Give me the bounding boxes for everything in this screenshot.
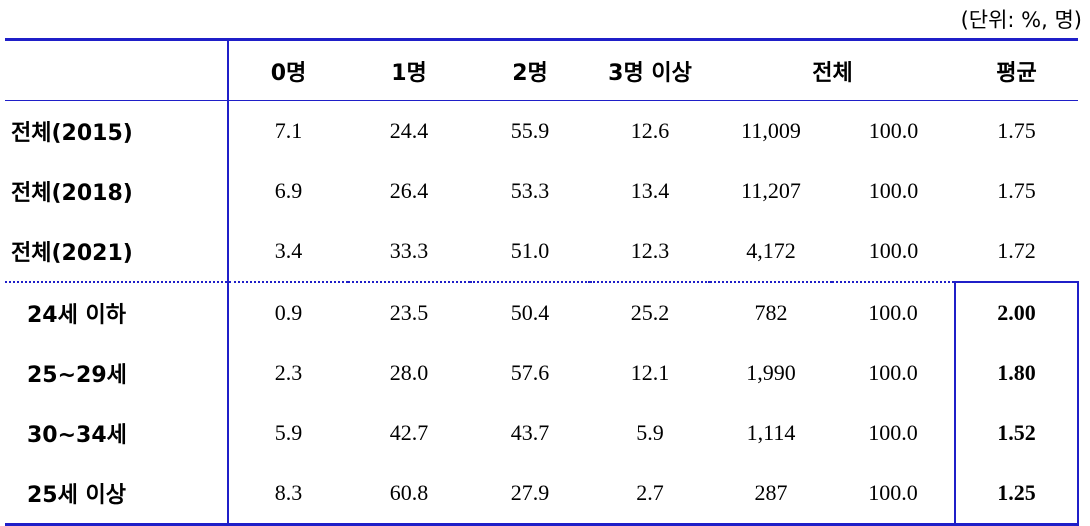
cell: 25.2 xyxy=(630,300,670,325)
cell: 27.9 xyxy=(470,463,590,526)
table-row: 전체(2021) 3.4 33.3 51.0 12.3 4,172 100.0 1.72 xyxy=(5,221,1079,283)
cell: 1.72 xyxy=(955,221,1079,283)
cell: 100.0 xyxy=(868,300,918,325)
table-body: 전체(2015) 7.1 24.4 55.9 12.6 11,009 100.0 1.75 전체… xyxy=(5,100,1080,526)
cell: 51.0 xyxy=(470,221,590,283)
cell: 2.7 xyxy=(590,463,710,526)
table-row: 30~34세 5.9 42.7 43.7 5.9 1,114 100.0 1.52 xyxy=(5,403,1080,463)
highlight-cell: 2.00 xyxy=(954,281,1080,343)
cell: 28.0 xyxy=(389,360,429,385)
cell: 782 xyxy=(754,300,788,325)
cell: 100.0 xyxy=(868,420,918,445)
cell: 13.4 xyxy=(630,178,670,203)
cell: 100.0 xyxy=(832,221,956,283)
cell: 43.7 xyxy=(510,420,550,445)
cell: 12.3 xyxy=(590,221,710,283)
unit-note: (단위: %, 명) xyxy=(960,8,1082,32)
table: 0명 1명 2명 3명 이상 전체 평균 전체(2015) 7.1 24.4 55.9 12.6 1… xyxy=(5,38,1080,526)
cell: 33.3 xyxy=(348,221,470,283)
row-label: 25세 이상 xyxy=(5,463,229,526)
header-cell xyxy=(5,38,229,101)
row-label: 30~34세 xyxy=(5,403,229,463)
highlight-cell: 1.80 xyxy=(954,343,1080,403)
cell: 100.0 xyxy=(868,118,919,143)
cell: 26.4 xyxy=(389,178,429,203)
row-label: 전체(2021) xyxy=(5,221,229,283)
row-label: 전체(2018) xyxy=(5,161,229,221)
cell: 50.4 xyxy=(510,300,550,325)
cell: 3.4 xyxy=(228,221,348,283)
cell: 23.5 xyxy=(389,300,429,325)
header-cell: 3명 이상 xyxy=(590,38,710,101)
row-label: 전체(2015) xyxy=(5,100,229,161)
cell: 5.9 xyxy=(636,420,664,445)
cell: 100.0 xyxy=(868,178,919,203)
header-cell: 1명 xyxy=(348,38,470,101)
cell: 7.1 xyxy=(274,118,303,143)
cell: 42.7 xyxy=(389,420,429,445)
header-cell: 0명 xyxy=(228,38,348,101)
header-cell: 2명 xyxy=(470,38,590,101)
cell: 100.0 xyxy=(868,360,918,385)
table-row: 전체(2015) 7.1 24.4 55.9 12.6 11,009 100.0 1.75 xyxy=(5,100,1078,161)
table-row: 25세 이상 8.3 60.8 27.9 2.7 287 100.0 1.25 xyxy=(5,463,1080,526)
cell: 6.9 xyxy=(274,178,303,203)
highlight-cell: 1.25 xyxy=(954,463,1080,526)
cell: 55.9 xyxy=(510,118,550,143)
header-cell: 평균 xyxy=(955,38,1079,101)
cell: 11,009 xyxy=(741,118,801,143)
cell: 12.1 xyxy=(630,360,670,385)
cell: 287 xyxy=(710,463,832,526)
table-row: 전체(2018) 6.9 26.4 53.3 13.4 11,207 100.0 1.75 xyxy=(5,161,1078,221)
cell: 60.8 xyxy=(348,463,470,526)
cell: 100.0 xyxy=(832,463,956,526)
cell: 8.3 xyxy=(228,463,348,526)
cell: 1.75 xyxy=(997,118,1036,143)
cell: 24.4 xyxy=(389,118,429,143)
cell: 2.3 xyxy=(274,360,303,385)
cell: 53.3 xyxy=(510,178,550,203)
table-row: 24세 이하 0.9 23.5 50.4 25.2 782 100.0 2.00 xyxy=(5,281,1080,343)
header-cell: 전체 xyxy=(710,38,956,101)
table-row: 25~29세 2.3 28.0 57.6 12.1 1,990 100.0 1.80 xyxy=(5,343,1080,403)
highlight-cell: 1.52 xyxy=(954,403,1080,463)
cell: 57.6 xyxy=(510,360,550,385)
cell: 1,990 xyxy=(746,360,796,385)
row-label: 25~29세 xyxy=(5,343,229,403)
cell: 4,172 xyxy=(710,221,832,283)
cell: 12.6 xyxy=(630,118,670,143)
header-row: 0명 1명 2명 3명 이상 전체 평균 xyxy=(5,38,1079,101)
cell: 1,114 xyxy=(746,420,796,445)
row-label: 24세 이하 xyxy=(5,282,229,343)
cell: 0.9 xyxy=(274,300,303,325)
cell: 1.75 xyxy=(997,178,1036,203)
cell: 5.9 xyxy=(274,420,303,445)
cell: 11,207 xyxy=(741,178,801,203)
